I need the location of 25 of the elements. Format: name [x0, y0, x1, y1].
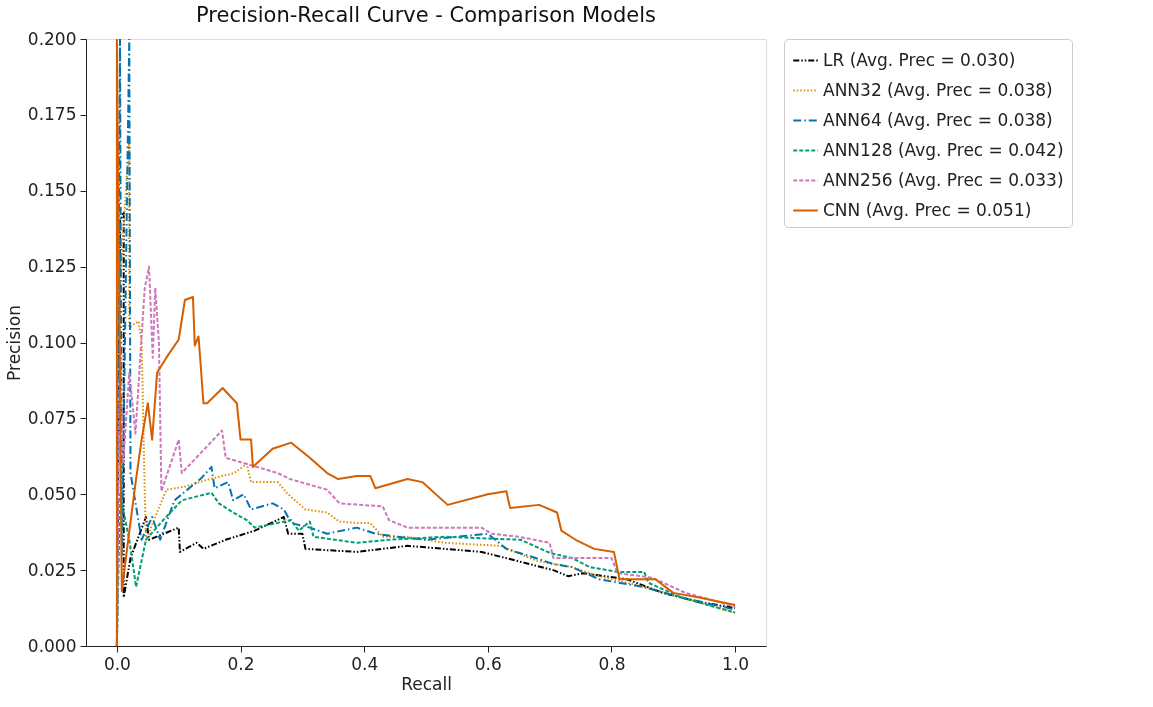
- x-axis-title: Recall: [401, 673, 452, 694]
- y-axis-title: Precision: [3, 305, 24, 381]
- y-tick-label: 0.025: [27, 559, 77, 580]
- x-tick-label: 1.0: [722, 653, 750, 674]
- legend-label: ANN256 (Avg. Prec = 0.033): [823, 169, 1064, 190]
- x-tick-label: 0.2: [227, 653, 255, 674]
- legend-label: LR (Avg. Prec = 0.030): [823, 49, 1016, 70]
- y-tick-label: 0.050: [27, 483, 77, 504]
- x-tick-label: 0.8: [598, 653, 626, 674]
- y-tick-label: 0.200: [27, 28, 77, 49]
- line-series: [115, 39, 737, 646]
- y-tick-label: 0.125: [27, 256, 77, 277]
- y-tick-label: 0.075: [27, 407, 77, 428]
- x-tick-label: 0.0: [103, 653, 131, 674]
- y-tick-label: 0.100: [27, 332, 77, 352]
- y-tick-label: 0.175: [27, 104, 77, 125]
- y-tick-label: 0.000: [27, 635, 77, 656]
- x-tick-label: 0.6: [474, 653, 502, 674]
- legend-label: CNN (Avg. Prec = 0.051): [823, 199, 1032, 220]
- y-tick-label: 0.150: [27, 180, 77, 201]
- legend-label: ANN32 (Avg. Prec = 0.038): [823, 79, 1053, 100]
- legend-label: ANN64 (Avg. Prec = 0.038): [823, 109, 1053, 130]
- chart-title: Precision-Recall Curve - Comparison Models: [196, 3, 656, 27]
- legend-label: ANN128 (Avg. Prec = 0.042): [823, 139, 1064, 160]
- x-tick-label: 0.4: [351, 653, 379, 674]
